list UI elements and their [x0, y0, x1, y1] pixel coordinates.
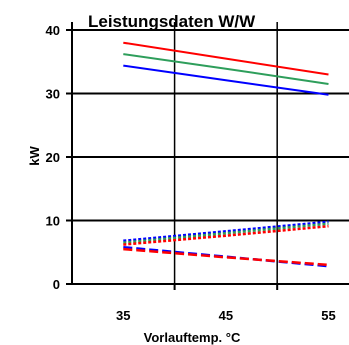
chart-title: Leistungsdaten W/W [88, 12, 256, 31]
series-line-2 [123, 53, 329, 85]
x-tick-label-45: 45 [219, 308, 233, 323]
y-tick-label-40: 40 [46, 23, 60, 38]
y-tick-label-10: 10 [46, 214, 60, 229]
series-line-4 [123, 220, 329, 243]
y-tick-label-30: 30 [46, 87, 60, 102]
x-axis-label: Vorlauftemp. °C [144, 330, 241, 345]
tick-labels: 0 10 20 30 40 35 45 55 [46, 23, 336, 323]
grid-lines [72, 22, 349, 284]
series-line-5 [123, 222, 329, 244]
y-axis-label: kW [27, 146, 42, 166]
series-line-1 [123, 41, 329, 76]
series-line-3 [123, 64, 329, 96]
axes [66, 22, 349, 290]
series-line-6 [123, 224, 329, 246]
x-tick-label-35: 35 [116, 308, 130, 323]
y-tick-label-20: 20 [46, 150, 60, 165]
y-tick-label-0: 0 [53, 277, 60, 292]
series-lines [123, 41, 329, 268]
series-line-8 [123, 247, 329, 267]
x-tick-label-55: 55 [321, 308, 335, 323]
